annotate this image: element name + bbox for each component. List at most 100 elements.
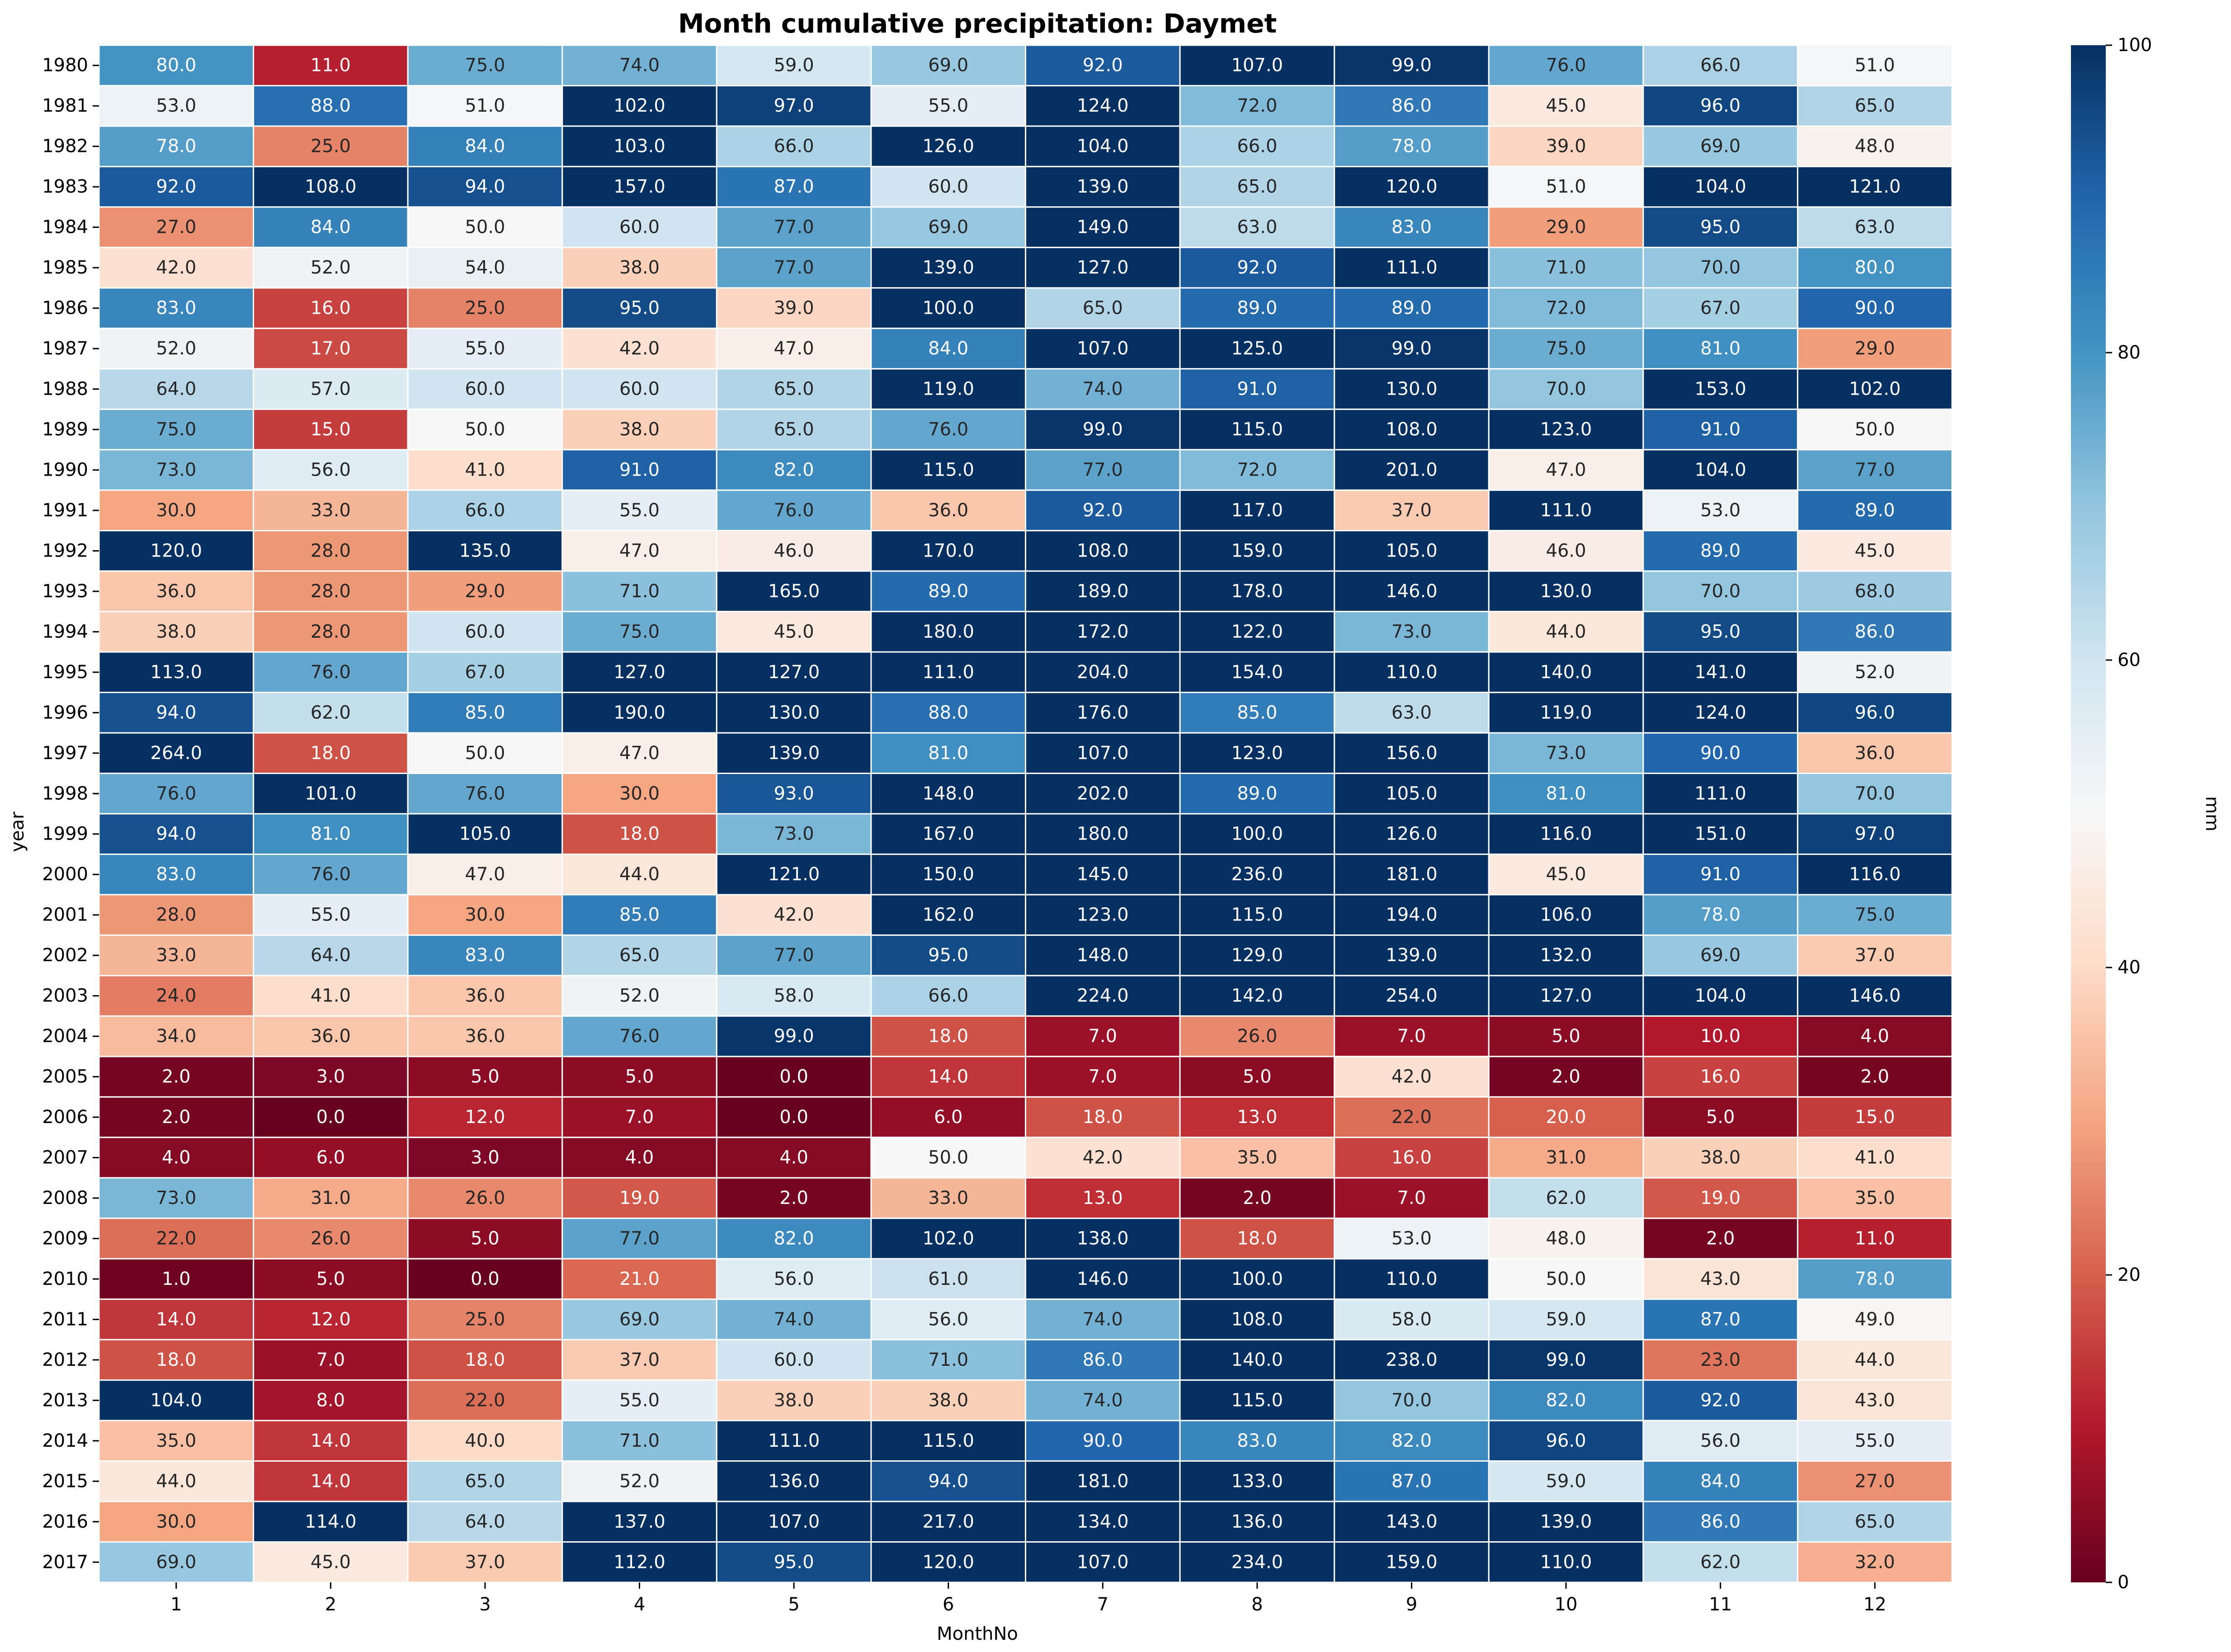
cell-value-label: 0.0	[779, 1107, 808, 1128]
cell-value-label: 61.0	[928, 1269, 968, 1289]
heatmap-cell	[870, 1137, 1026, 1179]
heatmap-cell	[1488, 1339, 1644, 1381]
cell-value-label: 105.0	[1386, 783, 1438, 804]
x-tick-label: 11	[1709, 1594, 1732, 1615]
heatmap-cell	[1025, 165, 1181, 208]
cell-value-label: 50.0	[465, 217, 505, 238]
heatmap-cell	[870, 1218, 1026, 1260]
heatmap-cell	[1179, 1460, 1335, 1502]
cell-value-label: 65.0	[1855, 95, 1895, 116]
heatmap-cell	[407, 732, 563, 774]
heatmap-cell	[716, 1379, 872, 1421]
cell-value-label: 89.0	[1237, 298, 1277, 319]
heatmap-cell	[407, 1218, 563, 1260]
y-tick-label: 2002	[42, 945, 88, 966]
cell-value-label: 85.0	[465, 702, 505, 723]
heatmap-cell	[716, 1137, 872, 1179]
heatmap-cell	[1179, 1420, 1335, 1462]
cell-value-label: 36.0	[311, 1026, 351, 1047]
cell-value-label: 129.0	[1231, 945, 1283, 966]
cell-value-label: 125.0	[1231, 338, 1283, 359]
cell-value-label: 108.0	[1231, 1309, 1283, 1330]
y-tick-label: 2015	[42, 1471, 88, 1492]
y-tick-label: 2001	[42, 905, 88, 925]
heatmap-cell	[561, 1177, 717, 1219]
x-tick-label: 3	[479, 1594, 491, 1615]
cell-value-label: 3.0	[471, 1147, 500, 1168]
heatmap-cell	[98, 1460, 255, 1502]
cell-value-label: 60.0	[465, 621, 505, 642]
cell-value-label: 39.0	[774, 298, 814, 319]
cell-value-label: 64.0	[311, 945, 351, 966]
cell-value-label: 126.0	[922, 136, 974, 157]
heatmap-cell	[1179, 1056, 1335, 1098]
cell-value-label: 84.0	[465, 136, 505, 157]
cell-value-label: 123.0	[1540, 419, 1592, 440]
cell-value-label: 15.0	[1855, 1107, 1895, 1128]
cell-value-label: 48.0	[1546, 1228, 1586, 1249]
heatmap-cell	[253, 651, 409, 694]
cell-value-label: 18.0	[1083, 1107, 1123, 1128]
heatmap-cell	[1334, 449, 1490, 491]
heatmap-cell	[1488, 1379, 1644, 1421]
cell-value-label: 190.0	[613, 702, 665, 723]
cell-value-label: 94.0	[928, 1471, 968, 1492]
cell-value-label: 138.0	[1077, 1228, 1129, 1249]
cell-value-label: 84.0	[928, 338, 968, 359]
cell-value-label: 99.0	[1391, 55, 1432, 76]
cell-value-label: 115.0	[1231, 1390, 1283, 1411]
cell-value-label: 42.0	[156, 257, 196, 278]
cell-value-label: 18.0	[311, 743, 351, 764]
cell-value-label: 25.0	[465, 298, 505, 319]
cell-value-label: 30.0	[156, 1511, 196, 1532]
cell-value-label: 1.0	[162, 1269, 191, 1289]
heatmap-cell	[561, 246, 717, 289]
heatmap-cell	[870, 1298, 1026, 1340]
cell-value-label: 82.0	[774, 1228, 814, 1249]
x-tick-label: 10	[1555, 1594, 1578, 1615]
cell-value-label: 148.0	[922, 783, 974, 804]
cell-value-label: 13.0	[1083, 1188, 1123, 1208]
cell-value-label: 58.0	[774, 986, 814, 1006]
heatmap-cell	[1334, 246, 1490, 289]
y-tick-label: 1993	[42, 581, 88, 602]
cell-value-label: 99.0	[1546, 1350, 1586, 1370]
heatmap-cell	[407, 1339, 563, 1381]
heatmap-cell	[561, 287, 717, 329]
cell-value-label: 47.0	[774, 338, 814, 359]
cell-value-label: 27.0	[1855, 1471, 1895, 1492]
cell-value-label: 130.0	[1540, 581, 1592, 602]
cell-value-label: 111.0	[1386, 257, 1438, 278]
cell-value-label: 83.0	[1391, 217, 1432, 238]
heatmap-cell	[870, 449, 1026, 491]
heatmap-cell	[1642, 206, 1798, 248]
cell-value-label: 4.0	[162, 1147, 191, 1168]
heatmap-cell	[870, 44, 1026, 86]
cell-value-label: 92.0	[156, 176, 196, 197]
cell-value-label: 110.0	[1386, 1269, 1438, 1289]
cell-value-label: 19.0	[619, 1188, 660, 1208]
heatmap-cell	[1488, 1298, 1644, 1340]
cell-value-label: 121.0	[768, 864, 820, 885]
heatmap-cell	[1797, 408, 1953, 451]
heatmap-cell	[1797, 1339, 1953, 1381]
heatmap-cell	[407, 125, 563, 167]
heatmap-cell	[1334, 975, 1490, 1017]
y-tick-label: 2010	[42, 1269, 88, 1289]
heatmap-cell	[1025, 206, 1181, 248]
heatmap-cell	[1179, 44, 1335, 86]
heatmap-cell	[1334, 165, 1490, 208]
cell-value-label: 83.0	[156, 298, 196, 319]
heatmap-cell	[1179, 813, 1335, 855]
heatmap-cell	[1334, 611, 1490, 653]
cell-value-label: 66.0	[928, 986, 968, 1006]
cell-value-label: 159.0	[1231, 540, 1283, 561]
heatmap-cell	[253, 489, 409, 532]
heatmap-cell	[1025, 1379, 1181, 1421]
cell-value-label: 76.0	[311, 864, 351, 885]
cell-value-label: 76.0	[465, 783, 505, 804]
cell-value-label: 111.0	[1694, 783, 1746, 804]
cell-value-label: 143.0	[1386, 1511, 1438, 1532]
cell-value-label: 33.0	[928, 1188, 968, 1208]
y-tick-label: 1997	[42, 743, 88, 764]
